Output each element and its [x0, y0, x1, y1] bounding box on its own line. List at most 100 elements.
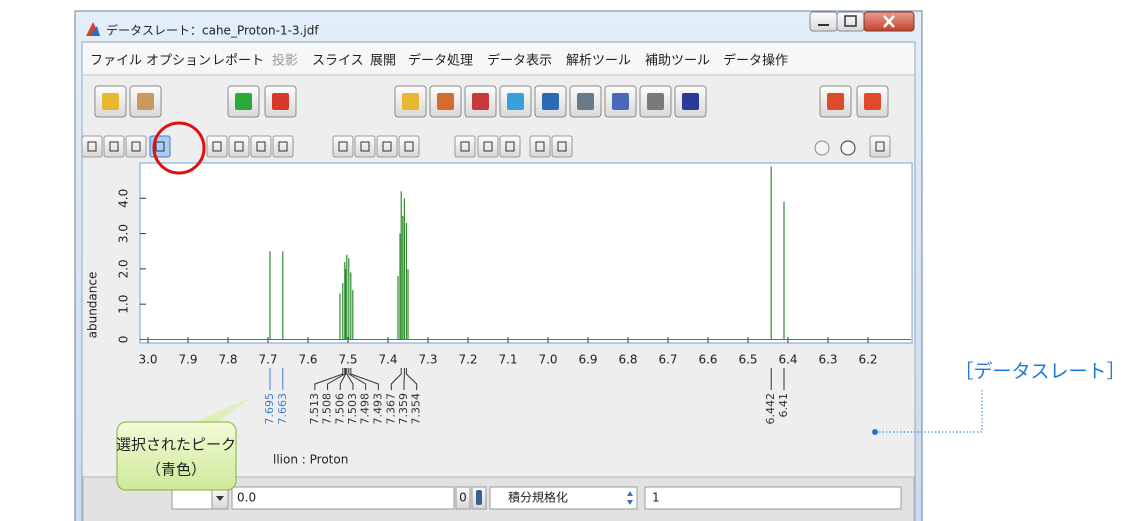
plot-area	[139, 162, 913, 344]
tool-button[interactable]	[272, 135, 294, 158]
toolbar-icon	[577, 93, 594, 110]
x-tick-label: 7.6	[298, 353, 317, 367]
peak-label-leader	[339, 368, 347, 390]
y-tick-label: 4.0	[117, 189, 131, 208]
toolbar-icon	[402, 93, 419, 110]
x-tick-label: 6.6	[698, 353, 717, 367]
x-tick-label: 6.9	[578, 353, 597, 367]
text-field-value: 0.0	[237, 491, 256, 505]
select[interactable]	[489, 486, 638, 510]
text-field[interactable]	[644, 486, 902, 510]
close-glyph	[883, 15, 895, 28]
tool-icon	[460, 141, 470, 152]
y-axis-label: abundance	[86, 272, 100, 339]
toolbar-icon	[102, 93, 119, 110]
toolbar-icon	[682, 93, 699, 110]
tool-button[interactable]	[228, 135, 250, 158]
tool-button[interactable]	[376, 135, 398, 158]
status-text: llion : Proton	[273, 453, 348, 467]
tool-button[interactable]	[206, 135, 228, 158]
menu-item[interactable]: オプション	[146, 54, 211, 69]
menu-item[interactable]: レポート	[212, 54, 264, 69]
peak-label-leader	[390, 368, 402, 390]
tool-button[interactable]	[354, 135, 376, 158]
peak-label: 6.442	[764, 393, 777, 425]
peak-label: 7.508	[321, 393, 334, 425]
x-tick-label: 7.5	[338, 353, 357, 367]
callout-box	[116, 421, 237, 491]
menu-item[interactable]: データ表示	[487, 53, 552, 69]
peak-label: 7.663	[276, 393, 289, 425]
toolbar-icon	[827, 93, 844, 110]
tool-icon	[234, 141, 244, 152]
toolbar-icon	[507, 93, 524, 110]
tool-icon	[109, 141, 119, 152]
peak-label: 7.493	[371, 393, 384, 425]
tool-icon	[256, 141, 266, 152]
x-tick-label: 6.4	[778, 353, 797, 367]
tool-button[interactable]	[551, 135, 573, 158]
text-field[interactable]	[231, 486, 455, 510]
menu-item[interactable]: データ操作	[723, 53, 788, 69]
tool-button[interactable]	[125, 135, 147, 158]
menu-item[interactable]: 解析ツール	[566, 54, 631, 69]
button[interactable]	[455, 486, 471, 510]
tool-button[interactable]	[454, 135, 476, 158]
tool-icon	[131, 141, 141, 152]
tool-icon	[505, 141, 515, 152]
window-title: データスレート：cahe_Proton-1-3.jdf	[106, 23, 319, 38]
tool-button[interactable]	[477, 135, 499, 158]
tool-button[interactable]	[81, 135, 103, 158]
tool-button[interactable]	[103, 135, 125, 158]
x-tick-label: 7.4	[378, 353, 397, 367]
peak-label-leader	[405, 368, 418, 390]
callout-label: ［データスレート］	[954, 361, 1125, 383]
tool-icon	[278, 141, 288, 152]
tool-icon	[382, 141, 392, 152]
menu-item[interactable]: 補助ツール	[645, 54, 710, 69]
tool-button[interactable]	[529, 135, 551, 158]
button-label: 0	[459, 491, 467, 505]
tool-icon	[87, 141, 97, 152]
tool-button[interactable]	[250, 135, 272, 158]
toolbar-icon	[864, 93, 881, 110]
tool-icon	[483, 141, 493, 152]
menu-item[interactable]: スライス	[312, 54, 364, 69]
x-tick-label: 7.1	[498, 353, 517, 367]
toolbar-icon	[647, 93, 664, 110]
toggle[interactable]	[814, 140, 830, 156]
peak-label: 7.695	[263, 393, 276, 425]
x-tick-label: 3.0	[138, 353, 157, 367]
text-field-value: 1	[652, 491, 660, 505]
callout-leader	[876, 390, 983, 433]
tool-button[interactable]	[398, 135, 420, 158]
peak-label: 7.498	[359, 393, 372, 425]
menu-item[interactable]: 展開	[370, 54, 396, 69]
maximize-button[interactable]	[836, 11, 865, 32]
tool-button[interactable]	[499, 135, 521, 158]
peak-label-leader	[327, 368, 346, 390]
menu-item[interactable]: データ処理	[408, 53, 473, 69]
highlight-circle	[152, 121, 206, 175]
maximize-glyph	[844, 15, 857, 27]
y-tick-label: 1.0	[117, 295, 131, 314]
peak-label: 7.513	[308, 393, 321, 425]
tool-icon	[360, 141, 370, 152]
peak-label: 7.503	[346, 393, 359, 425]
tool-icon	[557, 141, 567, 152]
minimize-button[interactable]	[809, 11, 838, 32]
toggle[interactable]	[840, 140, 856, 156]
x-tick-label: 6.3	[818, 353, 837, 367]
callout-pointer	[190, 397, 252, 424]
menu-bar	[83, 43, 914, 74]
peak-label-leader	[314, 368, 344, 390]
x-tick-label: 7.9	[178, 353, 197, 367]
menu-item[interactable]: ファイル	[90, 54, 142, 69]
x-tick-label: 7.7	[258, 353, 277, 367]
tool-button[interactable]	[332, 135, 354, 158]
peak-label: 7.367	[384, 393, 397, 425]
tool-button[interactable]	[869, 135, 891, 158]
tool-icon	[404, 141, 414, 152]
tool-icon	[338, 141, 348, 152]
